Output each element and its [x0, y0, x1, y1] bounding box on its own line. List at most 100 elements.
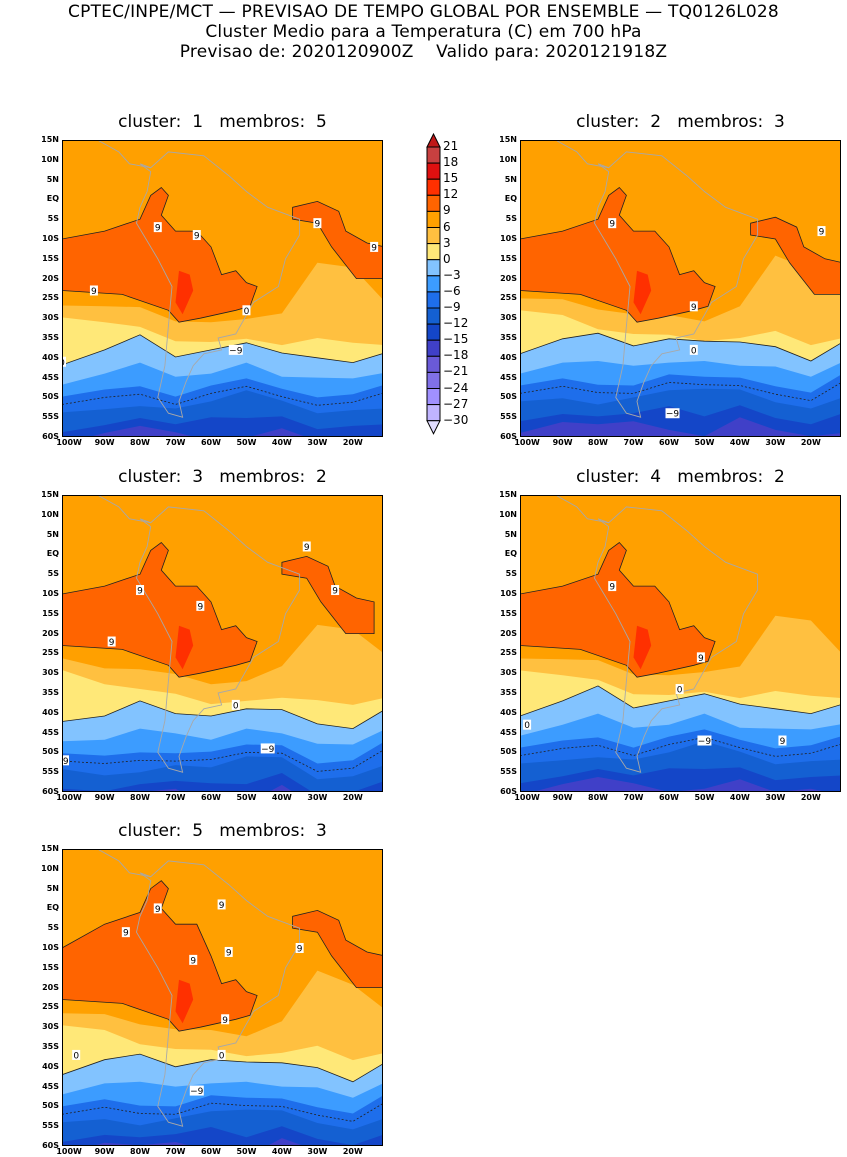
colorbar-label: 15: [443, 171, 459, 186]
colorbar-label: 21: [443, 139, 459, 153]
lat-tick-label: 30S: [500, 313, 517, 323]
contour-minus-9: [520, 736, 841, 757]
lon-tick-label: 80W: [130, 438, 151, 447]
lon-tick-label: 90W: [94, 1147, 115, 1156]
lat-tick-label: 5N: [46, 174, 59, 184]
contour-label: 9: [222, 1016, 228, 1026]
lon-tick-label: 40W: [271, 793, 292, 802]
lon-tick-label: 100W: [56, 1147, 82, 1156]
temperature-map-cluster-5: 9 9 9 9 9 9 9 0 0 −9: [62, 849, 383, 1146]
lon-tick-label: 80W: [588, 793, 609, 802]
contour-label: 0: [524, 721, 530, 731]
lat-tick-label: 35S: [42, 1042, 59, 1051]
contour-label-box: [665, 408, 680, 419]
lat-tick-label: 35S: [500, 688, 517, 697]
lon-tick-label: 20W: [800, 793, 821, 802]
contour-label: 9: [219, 901, 225, 911]
contour-label-box: [817, 226, 826, 237]
contour-label-box: [153, 222, 162, 233]
contour-label-box: [696, 652, 705, 663]
colorbar-swatch: [426, 243, 441, 261]
contour-label: 9: [609, 220, 615, 230]
lat-tick-label: EQ: [504, 194, 517, 204]
lat-tick-label: 40S: [500, 707, 517, 717]
contour-label-box: [192, 230, 201, 241]
contour-label: −9: [261, 745, 275, 755]
colorbar-label: 3: [443, 235, 451, 250]
lon-tick-label: 30W: [765, 438, 786, 447]
lat-tick-label: 15N: [41, 844, 59, 853]
contour-label-box: [217, 1049, 226, 1060]
lat-tick-label: 20S: [42, 982, 59, 992]
temperature-band: [62, 773, 383, 792]
lat-tick-label: 15N: [41, 490, 59, 499]
lat-tick-label: 10S: [500, 234, 517, 243]
central-america-coastline: [555, 140, 609, 169]
contour-label-box: [62, 356, 66, 367]
colorbar-label: −12: [443, 316, 469, 331]
warm-core-12-15: [175, 270, 194, 315]
lat-tick-label: 60S: [42, 787, 59, 796]
temperature-band: [520, 417, 841, 437]
warm-core-12-15: [633, 625, 652, 670]
lat-tick-label: 60S: [500, 787, 517, 796]
lat-tick-label: 55S: [500, 767, 517, 777]
lon-tick-label: 60W: [200, 793, 221, 802]
lat-tick-label: 55S: [42, 412, 59, 422]
central-america-coastline: [97, 140, 151, 169]
lon-tick-label: 100W: [56, 438, 82, 447]
lon-tick-label: 90W: [552, 793, 573, 802]
colorbar-swatch: [426, 210, 441, 228]
lat-tick-label: 5S: [505, 214, 517, 224]
contour-label-box: [228, 344, 243, 355]
lat-tick-label: 5S: [47, 569, 59, 579]
lat-tick-label: 5N: [504, 174, 517, 184]
contour-label-box: [107, 636, 116, 647]
lat-tick-label: 15N: [499, 135, 517, 144]
colorbar-swatch: [426, 162, 441, 180]
lat-tick-label: 10S: [500, 589, 517, 598]
colorbar-swatch: [426, 371, 441, 389]
map-frame: [520, 140, 841, 437]
lon-tick-label: 60W: [200, 1147, 221, 1156]
contour-label: 9: [194, 232, 200, 242]
lon-tick-label: 40W: [729, 438, 750, 447]
warm-region-9-12: [750, 216, 841, 295]
contour-label-box: [62, 755, 69, 766]
contour-label: 9: [609, 583, 615, 593]
lat-tick-label: 30S: [42, 668, 59, 678]
lat-tick-label: 60S: [42, 432, 59, 441]
warm-region-9-12: [520, 541, 716, 678]
lon-tick-label: 30W: [307, 1147, 328, 1156]
contour-label-box: [136, 585, 145, 596]
lat-tick-label: 20S: [42, 273, 59, 283]
lat-tick-label: 35S: [42, 688, 59, 697]
contour-label-box: [231, 699, 240, 710]
colorbar: [426, 132, 441, 435]
colorbar-swatch: [426, 194, 441, 212]
panel-title: cluster: 1 membros: 5: [118, 112, 327, 132]
colorbar-label: −30: [443, 412, 469, 427]
lon-tick-label: 30W: [307, 793, 328, 802]
lon-tick-label: 50W: [236, 793, 257, 802]
colorbar-swatch: [426, 355, 441, 373]
lat-tick-label: EQ: [46, 903, 59, 913]
temperature-band: [62, 1126, 383, 1146]
lat-tick-label: 50S: [42, 392, 59, 402]
panel-title: cluster: 5 membros: 3: [118, 821, 327, 841]
contour-label-box: [675, 684, 684, 695]
panel-title: cluster: 4 membros: 2: [576, 467, 785, 487]
lat-tick-label: 15S: [500, 608, 517, 618]
lat-tick-label: 20S: [500, 628, 517, 638]
contour-label: 9: [297, 945, 303, 955]
colorbar-label: −3: [443, 267, 461, 282]
contour-label: 9: [371, 243, 377, 253]
contour-label: 9: [315, 220, 321, 230]
contour-label: 9: [780, 737, 786, 747]
figure-title: CPTEC/INPE/MCT — PREVISAO DE TEMPO GLOBA…: [68, 2, 779, 22]
contour-label: 9: [123, 929, 129, 939]
contour-label-box: [523, 719, 532, 730]
lon-tick-label: 50W: [236, 1147, 257, 1156]
contour-label: 0: [691, 346, 697, 356]
contour-minus-9: [62, 1102, 383, 1122]
